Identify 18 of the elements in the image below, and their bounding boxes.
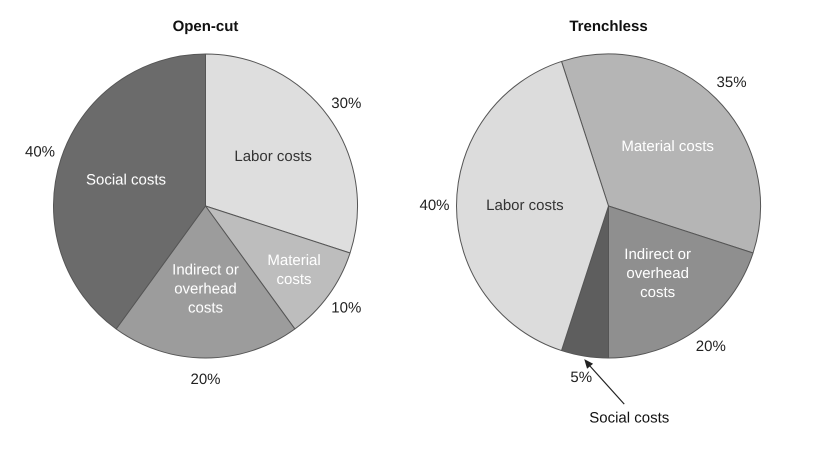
chart-title: Open-cut xyxy=(172,18,238,36)
slice-label: Indirect or overhead costs xyxy=(172,262,239,317)
data-label: 20% xyxy=(696,338,726,355)
slice-label: Social costs xyxy=(86,171,166,188)
data-label: 40% xyxy=(25,143,56,160)
data-label: 40% xyxy=(419,197,450,214)
chart-title: Trenchless xyxy=(569,18,648,36)
data-label: 10% xyxy=(331,299,362,316)
slice-label: Labor costs xyxy=(486,197,564,214)
slice-label: Indirect or overhead costs xyxy=(624,246,691,301)
slice-label: Material costs xyxy=(621,138,714,156)
data-label: 5% xyxy=(570,369,592,386)
data-label: 30% xyxy=(331,94,362,112)
slice-label: Social costs xyxy=(589,409,670,426)
slice-label: Material costs xyxy=(267,252,321,288)
data-label: 35% xyxy=(716,74,747,92)
slice-label: Labor costs xyxy=(234,148,312,165)
data-label: 20% xyxy=(190,371,221,388)
